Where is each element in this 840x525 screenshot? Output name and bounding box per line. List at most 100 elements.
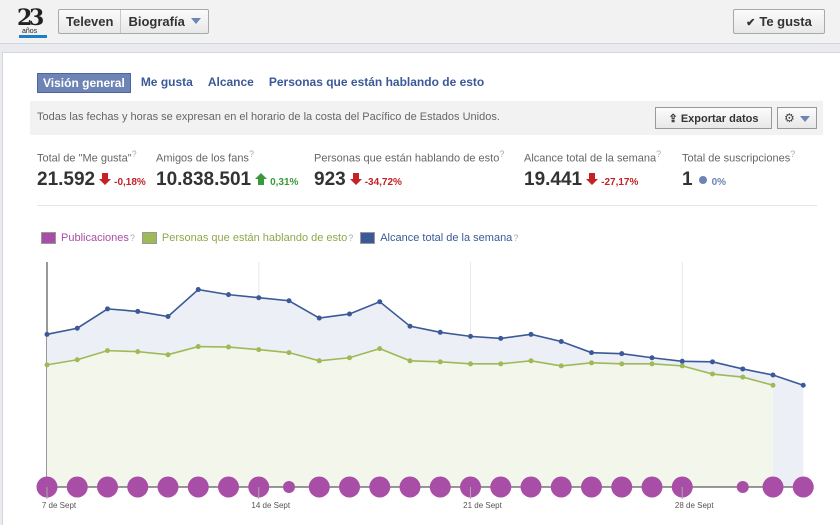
help-icon[interactable]: ?: [513, 233, 519, 243]
stat-friends-of-fans: Amigos de los fans? 10.838.501 0,31%: [156, 149, 298, 191]
like-button-label: Te gusta: [759, 14, 812, 29]
help-icon[interactable]: ?: [129, 233, 135, 243]
posts-bubble: [762, 476, 784, 498]
legend-item-talking[interactable]: Personas que están hablando de esto?: [141, 232, 354, 244]
page-selector-dropdown[interactable]: Televen Biografía: [58, 9, 209, 34]
talking-point: [589, 360, 594, 366]
help-icon[interactable]: ?: [348, 233, 354, 243]
export-data-button[interactable]: ⇪ Exportar datos: [655, 107, 772, 129]
talking-point: [347, 355, 352, 361]
legend-swatch: [141, 232, 157, 244]
talking-point: [377, 346, 383, 352]
stat-change: -34,72%: [364, 176, 402, 188]
talking-point: [44, 362, 50, 368]
reach-point: [468, 333, 473, 339]
tab-me-gusta[interactable]: Me gusta: [140, 75, 193, 89]
stat-value: 10.838.501: [156, 168, 252, 190]
svg-text:2: 2: [17, 5, 32, 31]
stat-label: Total de "Me gusta": [37, 152, 132, 165]
stat-value: 1: [682, 168, 693, 190]
top-bar: 2 3 años Televen Biografía ✔ Te gusta: [0, 0, 840, 44]
reach-point: [44, 331, 50, 337]
posts-bubble: [429, 476, 451, 498]
reach-point: [347, 311, 352, 317]
arrow-down-icon: [349, 172, 362, 185]
reach-point: [498, 335, 504, 341]
legend-label: Alcance total de la semana: [380, 232, 513, 244]
talking-point: [407, 358, 413, 364]
televen-logo: 2 3 años: [17, 5, 47, 38]
legend-item-reach[interactable]: Alcance total de la semana?: [360, 232, 518, 244]
talking-point: [316, 358, 322, 364]
reach-point: [316, 315, 322, 321]
help-icon[interactable]: ?: [790, 149, 796, 159]
view-label: Biografía: [128, 14, 185, 29]
view-selector[interactable]: Biografía: [120, 10, 207, 33]
talking-point: [135, 349, 141, 355]
stat-change: 0,31%: [270, 176, 299, 188]
help-icon[interactable]: ?: [131, 149, 137, 159]
arrow-up-icon: [255, 172, 268, 185]
settings-button[interactable]: ⚙: [777, 107, 817, 129]
reach-point: [558, 338, 564, 344]
stat-label: Total de suscripciones: [682, 152, 791, 165]
page-name[interactable]: Televen: [66, 14, 114, 29]
posts-bubble: [550, 476, 572, 498]
posts-bubble: [369, 476, 391, 498]
talking-point: [195, 344, 201, 350]
posts-bubble: [157, 476, 179, 498]
tab-hablando[interactable]: Personas que están hablando de esto: [268, 75, 485, 89]
reach-point: [679, 358, 685, 364]
talking-point: [74, 357, 80, 363]
stat-change: -0,18%: [114, 176, 146, 188]
help-icon[interactable]: ?: [656, 149, 662, 159]
talking-point: [528, 358, 534, 364]
tab-vision-general[interactable]: Visión general: [37, 73, 131, 93]
posts-bubble: [611, 476, 633, 498]
posts-bubble: [339, 476, 360, 498]
reach-point: [710, 359, 715, 365]
reach-point: [528, 331, 534, 337]
posts-bubble: [399, 476, 421, 498]
chevron-down-icon: [800, 116, 810, 122]
legend-label: Personas que están hablando de esto: [161, 232, 348, 244]
talking-point: [256, 347, 262, 353]
posts-bubble: [187, 476, 209, 498]
svg-text:años: años: [22, 28, 38, 35]
help-icon[interactable]: ?: [499, 149, 505, 159]
reach-point: [770, 372, 776, 378]
neutral-dot-icon: [698, 175, 707, 184]
talking-point: [679, 363, 685, 369]
posts-bubble: [283, 481, 295, 493]
reach-point: [800, 382, 806, 388]
like-button[interactable]: ✔ Te gusta: [733, 9, 825, 34]
stat-change: -27,17%: [601, 176, 639, 188]
checkmark-icon: ✔: [746, 17, 756, 29]
reach-point: [226, 292, 231, 298]
x-tick-label: 28 de Sept: [675, 501, 714, 510]
export-icon: ⇪: [668, 113, 681, 125]
help-icon[interactable]: ?: [248, 149, 254, 159]
legend-swatch: [360, 232, 376, 244]
posts-bubble: [308, 476, 330, 498]
tab-alcance[interactable]: Alcance: [207, 75, 254, 89]
talking-point: [710, 371, 715, 377]
divider: [37, 205, 817, 206]
talking-point: [498, 361, 504, 367]
gear-icon: ⚙: [784, 111, 795, 125]
posts-bubble: [97, 476, 118, 498]
posts-bubble: [218, 476, 239, 498]
reach-point: [649, 355, 655, 361]
talking-point: [286, 350, 292, 356]
reach-point: [286, 298, 292, 304]
posts-bubble: [520, 476, 542, 498]
stat-change: 0%: [711, 176, 727, 188]
stat-total-likes: Total de "Me gusta"? 21.592 -0,18%: [37, 149, 146, 191]
svg-text:3: 3: [29, 5, 44, 31]
posts-bubble: [641, 476, 663, 498]
reach-point: [165, 314, 171, 320]
legend-item-posts[interactable]: Publicaciones?: [41, 232, 135, 244]
reach-point: [256, 295, 262, 301]
reach-point: [135, 308, 141, 314]
